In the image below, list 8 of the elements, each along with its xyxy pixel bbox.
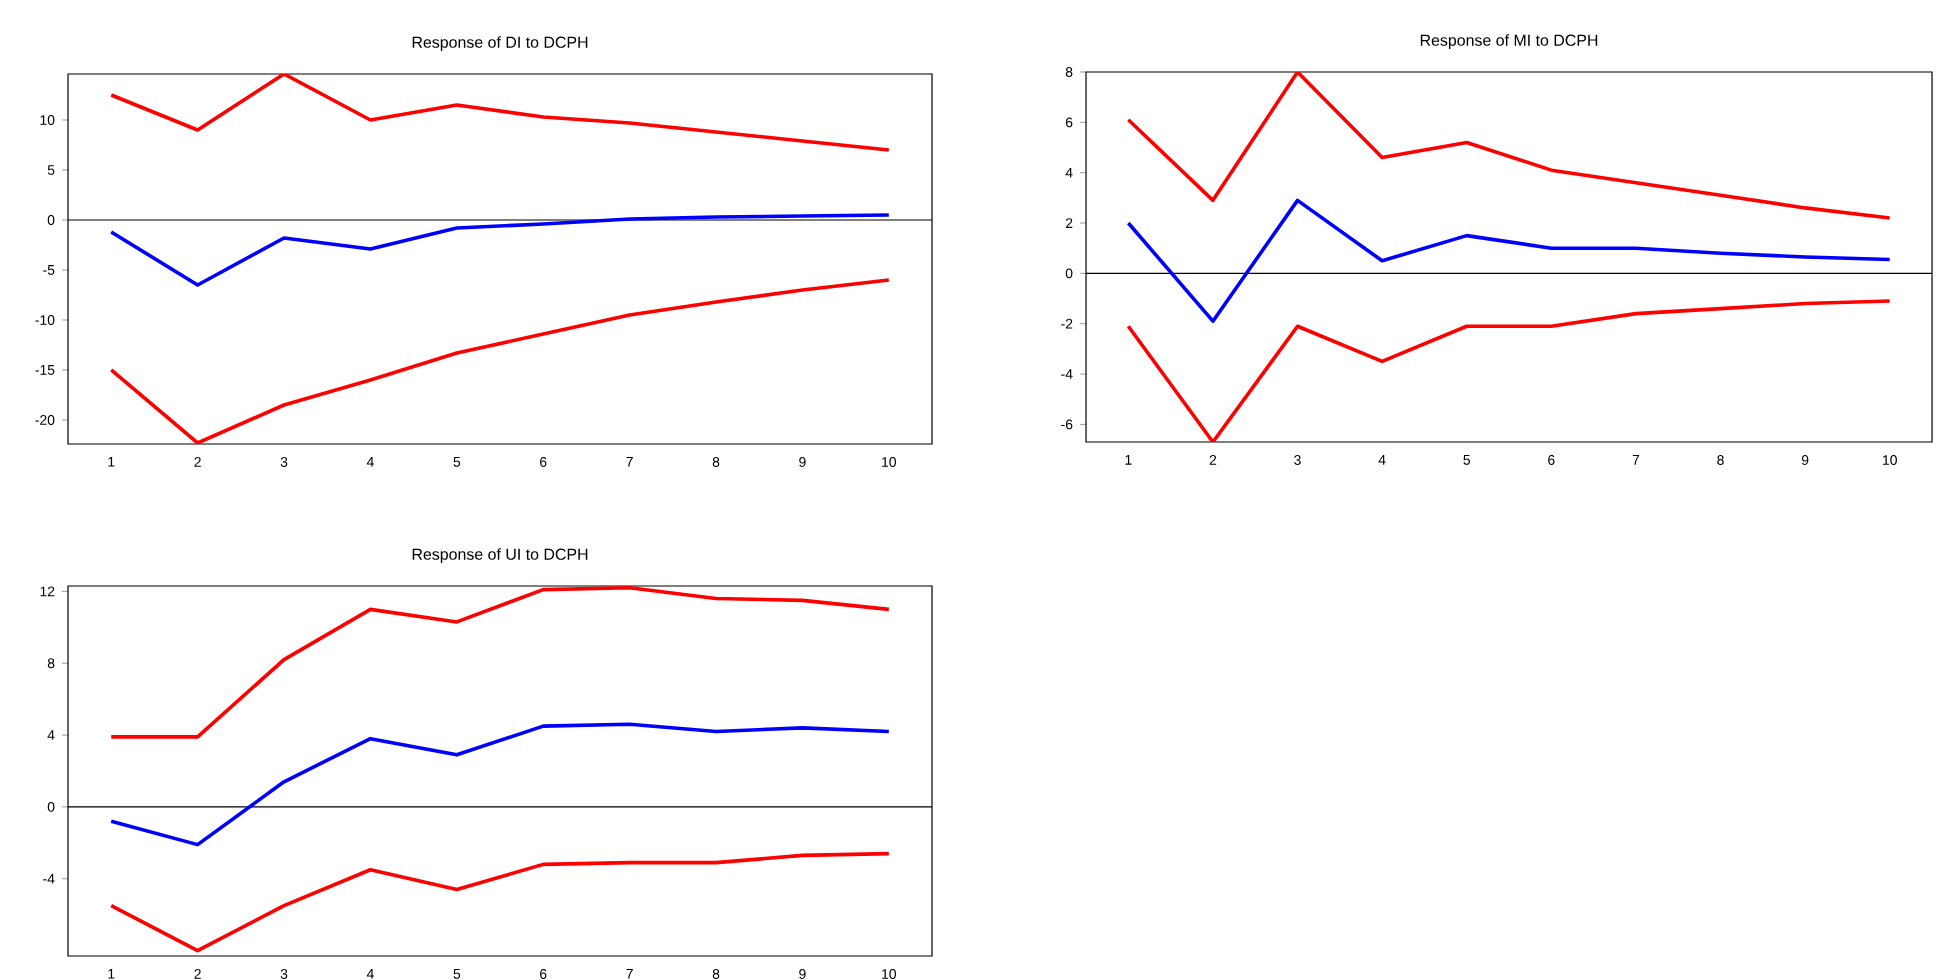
line-series: [109, 722, 891, 847]
line-series: [109, 851, 891, 953]
line-series: [1126, 198, 1892, 323]
line-series: [109, 213, 891, 287]
line-series: [1126, 71, 1892, 220]
line-series: [109, 585, 891, 739]
line-series: [109, 278, 891, 444]
line-series: [1126, 299, 1892, 443]
